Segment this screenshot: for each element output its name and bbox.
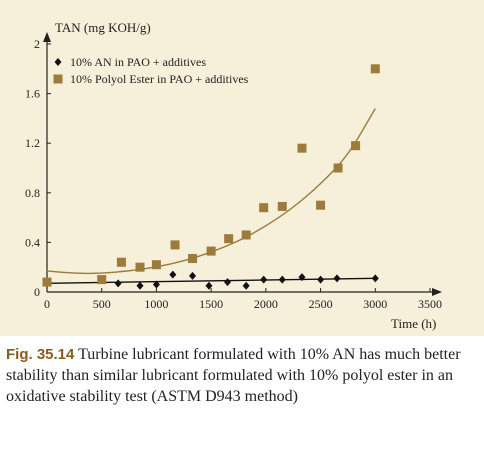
legend-label-an: 10% AN in PAO + additives (70, 55, 206, 69)
y-tick-label: 1.2 (25, 136, 40, 150)
x-tick-label: 3500 (418, 297, 442, 311)
y-tick-label: 0.8 (25, 186, 40, 200)
an-data-point (189, 271, 197, 280)
ester-data-point (170, 240, 180, 250)
ester-data-point (206, 246, 216, 256)
an-data-point (114, 279, 122, 288)
an-data-point (260, 275, 268, 284)
ester-data-point (316, 200, 326, 210)
y-tick-label: 1.6 (25, 87, 40, 101)
figure-label: Fig. 35.14 (6, 346, 75, 363)
ester-data-point (135, 262, 145, 272)
ester-data-point (297, 143, 307, 153)
trend-lines (46, 108, 376, 285)
tick-labels: 0 500 1000 1500 2000 2500 3000 3500 0 0.4 0.8 1.2 1.… (25, 37, 442, 311)
an-trend-line (46, 277, 376, 285)
x-tick-label: 1500 (199, 297, 223, 311)
ester-data-point (241, 230, 251, 240)
x-tick-label: 2000 (254, 297, 278, 311)
an-data-point (317, 275, 325, 284)
ester-data-point (151, 260, 161, 270)
ester-data-point (259, 203, 269, 213)
legend-label-ester: 10% Polyol Ester in PAO + additives (70, 72, 249, 86)
an-data-point (298, 273, 306, 282)
an-data-point (333, 274, 341, 283)
y-tick-label: 0 (34, 285, 40, 299)
x-axis-label: Time (h) (391, 316, 436, 331)
x-tick-label: 1000 (144, 297, 168, 311)
ester-data-point (224, 234, 234, 244)
y-axis-label: TAN (mg KOH/g) (55, 20, 151, 35)
ester-data-point (116, 257, 126, 267)
legend: 10% AN in PAO + additives 10% Polyol Est… (53, 55, 249, 86)
ester-data-point (370, 64, 380, 74)
ester-data-point (333, 163, 343, 173)
an-data-point (371, 274, 379, 283)
chart: TAN (mg KOH/g) Time (h) 0 500 1000 1500 2000… (25, 20, 442, 331)
an-data-point (152, 280, 160, 289)
caption-text: Turbine lubricant formulated with 10% AN… (6, 346, 461, 405)
legend-marker-an (54, 58, 62, 66)
y-tick-label: 2 (34, 37, 40, 51)
an-data-point (242, 281, 250, 290)
y-tick-label: 0.4 (25, 235, 40, 249)
an-data-point (169, 270, 177, 279)
figure-caption: Fig. 35.14 Turbine lubricant formulated … (6, 344, 476, 407)
axes (43, 32, 442, 296)
an-data-point (278, 275, 286, 284)
data-markers (42, 64, 380, 290)
ester-data-point (277, 201, 287, 211)
ester-data-point (188, 254, 198, 264)
x-tick-label: 0 (44, 297, 50, 311)
ester-data-point (97, 275, 107, 285)
an-data-point (224, 278, 232, 287)
x-axis-arrow (432, 288, 442, 296)
y-axis-arrow (43, 32, 51, 42)
x-tick-label: 2500 (309, 297, 333, 311)
x-tick-label: 3000 (363, 297, 387, 311)
an-data-point (205, 281, 213, 290)
ester-data-point (351, 141, 361, 151)
ester-trend-curve (46, 108, 376, 275)
an-data-point (136, 281, 144, 290)
x-tick-label: 500 (93, 297, 111, 311)
ester-data-point (42, 277, 52, 287)
legend-marker-ester (53, 74, 63, 84)
